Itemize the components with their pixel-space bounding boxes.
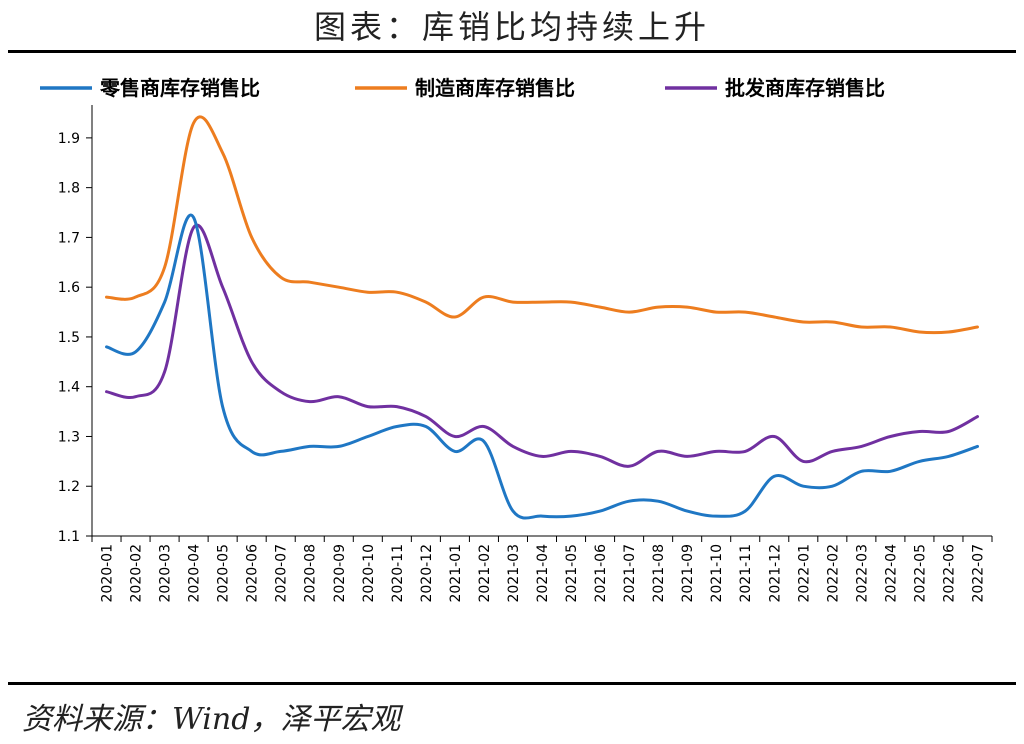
x-tick-label: 2020-02 — [129, 544, 145, 603]
y-tick-label: 1.7 — [58, 230, 80, 246]
x-tick-label: 2021-06 — [593, 544, 609, 603]
x-tick-label: 2020-01 — [100, 544, 116, 603]
x-tick-label: 2022-01 — [796, 544, 812, 603]
x-tick-label: 2021-05 — [564, 544, 580, 603]
legend-label-retail: 零售商库存销售比 — [99, 76, 260, 100]
source-note: 资料来源：Wind，泽平宏观 — [22, 702, 401, 737]
line-chart: 零售商库存销售比 制造商库存销售比 批发商库存销售比 1.1 1.2 1.3 1.4 1.5… — [40, 76, 993, 603]
x-tick-label: 2021-11 — [738, 544, 754, 603]
y-tick-label: 1.5 — [58, 330, 80, 346]
y-tick-label: 1.1 — [58, 529, 80, 545]
x-tick-label: 2021-04 — [535, 544, 551, 603]
legend-label-wholesale: 批发商库存销售比 — [725, 76, 885, 100]
x-tick-label: 2022-05 — [912, 544, 928, 603]
series-line-manufacturing — [105, 115, 979, 335]
x-tick-label: 2021-07 — [622, 544, 638, 603]
x-tick-label: 2022-07 — [970, 544, 986, 603]
x-tick-label: 2021-03 — [506, 544, 522, 603]
y-tick-label: 1.3 — [58, 429, 80, 445]
x-tick-label: 2020-04 — [187, 544, 203, 603]
top-rule — [8, 50, 1016, 53]
x-tick-label: 2020-10 — [361, 544, 377, 603]
x-tick-label: 2021-01 — [448, 544, 464, 603]
legend-label-manufacturing: 制造商库存销售比 — [415, 76, 575, 100]
x-tick-label: 2020-03 — [158, 544, 174, 603]
x-tick-label: 2020-08 — [303, 544, 319, 603]
x-tick-label: 2022-06 — [941, 544, 957, 603]
y-tick-label: 1.4 — [58, 380, 80, 396]
x-tick-label: 2020-11 — [390, 544, 406, 603]
series-line-wholesale — [105, 223, 979, 468]
x-tick-label: 2021-09 — [680, 544, 696, 603]
y-tick-label: 1.9 — [58, 131, 80, 147]
x-tick-label: 2022-02 — [825, 544, 841, 603]
y-tick-label: 1.8 — [58, 181, 80, 197]
x-tick-label: 2020-12 — [419, 544, 435, 603]
x-tick-label: 2020-09 — [332, 544, 348, 603]
chart-title: 图表：库销比均持续上升 — [313, 8, 710, 46]
x-tick-label: 2020-05 — [216, 544, 232, 603]
y-axis: 1.1 1.2 1.3 1.4 1.5 1.6 1.7 1.8 1.9 — [58, 105, 93, 545]
bottom-rule — [8, 682, 1016, 685]
x-tick-label: 2021-10 — [709, 544, 725, 603]
x-axis: 2020-01 2020-02 2020-03 2020-04 2020-05 2020-… — [91, 535, 993, 603]
y-tick-label: 1.2 — [58, 479, 80, 495]
x-tick-label: 2020-07 — [274, 544, 290, 603]
x-tick-label: 2021-08 — [651, 544, 667, 603]
x-tick-label: 2021-12 — [767, 544, 783, 603]
y-tick-label: 1.6 — [58, 280, 80, 296]
legend: 零售商库存销售比 制造商库存销售比 批发商库存销售比 — [40, 76, 885, 100]
x-tick-label: 2021-02 — [477, 544, 493, 603]
x-tick-label: 2022-03 — [854, 544, 870, 603]
x-tick-label: 2020-06 — [245, 544, 261, 603]
plot-area — [105, 115, 979, 520]
x-tick-label: 2022-04 — [883, 544, 899, 603]
series-line-retail — [105, 213, 979, 520]
